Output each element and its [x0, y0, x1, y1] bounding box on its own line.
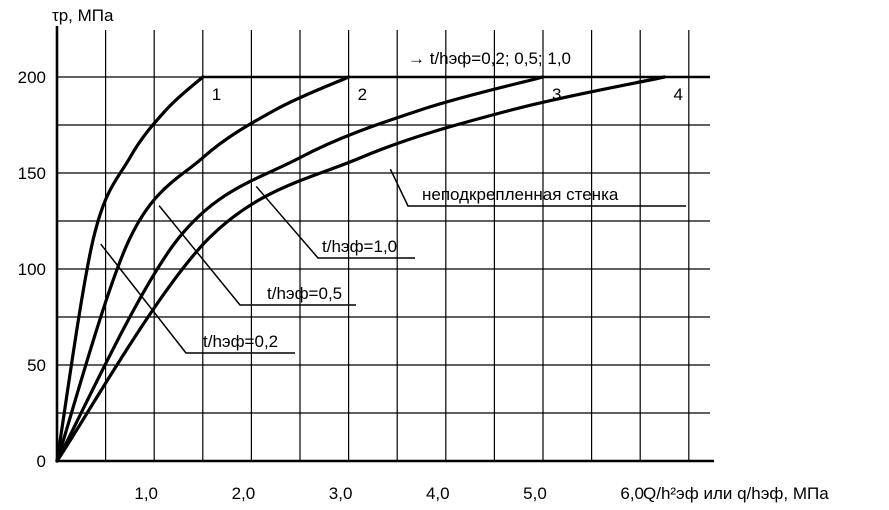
y-tick-label: 200	[18, 68, 46, 87]
curves	[55, 75, 667, 463]
curve-label-4: 4	[674, 85, 683, 104]
curve-2	[55, 75, 351, 463]
labels: τр, МПа Q/h²эф или q/hэф, МПа 1 2 3 4 → t/hэф=…	[52, 6, 829, 503]
y-axis-title: τр, МПа	[52, 6, 114, 25]
x-tick-label: 6,0	[620, 484, 644, 503]
tick-labels: 1,0 2,0 3,0 4,0 5,0 6,0 0 50 100 150 200	[18, 68, 644, 503]
curve-label-3: 3	[552, 85, 561, 104]
annotation-t10: t/hэф=1,0	[322, 237, 397, 256]
y-tick-label: 150	[18, 164, 46, 183]
y-tick-label: 50	[27, 356, 46, 375]
curve-3	[55, 75, 545, 463]
leader-unstiffened	[389, 168, 686, 207]
annotation-unstiffened: неподкрепленная стенка	[422, 185, 619, 204]
y-tick-label: 0	[37, 452, 46, 471]
grid	[57, 30, 710, 461]
x-tick-label: 1,0	[134, 484, 158, 503]
x-axis-title: Q/h²эф или q/hэф, МПа	[643, 484, 829, 503]
leader-t02	[100, 243, 295, 354]
x-tick-label: 2,0	[232, 484, 256, 503]
annotation-t05: t/hэф=0,5	[267, 284, 342, 303]
annotation-leaders	[100, 168, 686, 354]
x-tick-label: 5,0	[523, 484, 547, 503]
y-tick-label: 100	[18, 260, 46, 279]
curve-label-1: 1	[212, 85, 221, 104]
x-tick-label: 4,0	[426, 484, 450, 503]
annotation-cap-note: → t/hэф=0,2; 0,5; 1,0	[408, 49, 571, 68]
curve-4	[55, 75, 667, 463]
annotation-t02: t/hэф=0,2	[203, 332, 278, 351]
axes	[55, 26, 714, 463]
leader-t10	[255, 185, 415, 259]
x-tick-label: 3,0	[329, 484, 353, 503]
curve-1	[55, 75, 205, 463]
curve-label-2: 2	[358, 85, 367, 104]
leader-t05	[158, 205, 356, 306]
